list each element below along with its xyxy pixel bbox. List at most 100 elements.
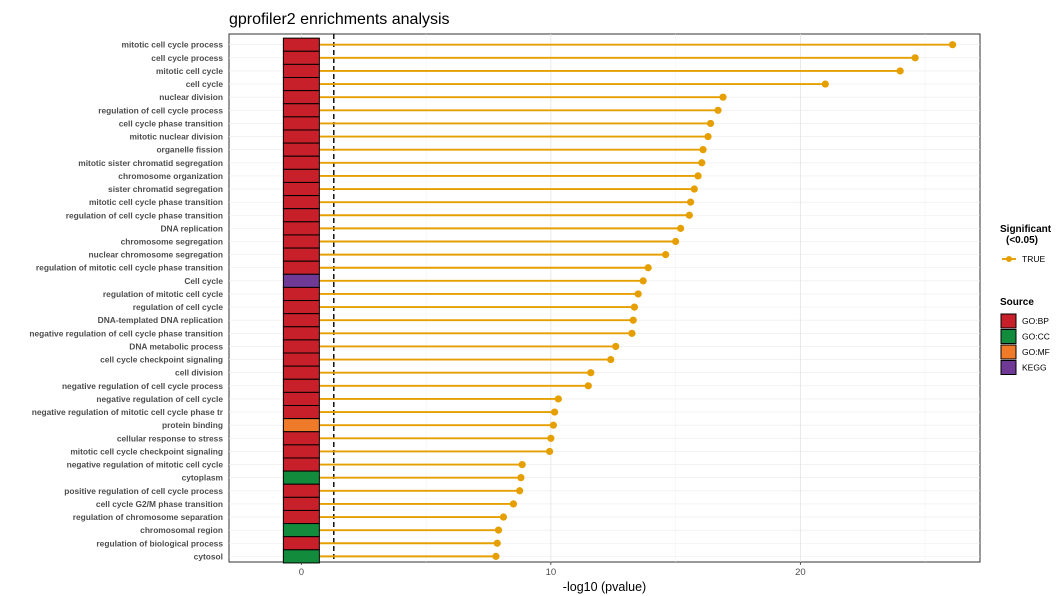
lollipop-point xyxy=(694,172,702,180)
x-tick-label: 0 xyxy=(299,567,304,578)
source-tile xyxy=(282,221,320,236)
legend-significant-title: (<0.05) xyxy=(1006,235,1038,246)
source-tile xyxy=(282,457,320,472)
source-tile xyxy=(282,129,320,144)
lollipop-point xyxy=(719,93,727,101)
source-tile xyxy=(282,155,320,170)
legend-source-label: GO:CC xyxy=(1022,332,1050,342)
source-tile xyxy=(282,418,320,433)
lollipop-point xyxy=(644,264,652,272)
y-tick-label: cytosol xyxy=(194,551,223,561)
source-tile xyxy=(282,470,320,485)
source-tile xyxy=(282,208,320,223)
source-tiles xyxy=(282,37,320,564)
source-tile xyxy=(282,444,320,459)
lollipop-point xyxy=(517,474,525,482)
y-tick-label: negative regulation of cell cycle phase … xyxy=(29,328,223,338)
y-tick-label: cell cycle phase transition xyxy=(119,118,223,128)
source-tile xyxy=(282,391,320,407)
lollipop-point xyxy=(607,355,615,364)
lollipop-point xyxy=(639,277,647,285)
y-tick-label: sister chromatid segregation xyxy=(108,184,223,194)
y-tick-label: chromosome organization xyxy=(118,171,223,181)
y-tick-label: mitotic cell cycle phase transition xyxy=(89,197,223,207)
source-tile xyxy=(282,326,320,341)
lollipop-point xyxy=(676,224,685,232)
x-tick-label: 10 xyxy=(546,567,557,578)
lollipop-point xyxy=(518,460,526,469)
lollipop-point xyxy=(554,395,562,403)
plot-panel xyxy=(228,33,981,563)
y-tick-label: DNA metabolic process xyxy=(129,341,223,351)
lollipop-point xyxy=(714,106,722,114)
y-tick-label: regulation of chromosome separation xyxy=(73,512,223,522)
y-tick-label: DNA-templated DNA replication xyxy=(98,315,223,325)
y-tick-label: negative regulation of mitotic cell cycl… xyxy=(67,460,224,470)
chart-title: gprofiler2 enrichments analysis xyxy=(229,11,450,28)
y-tick-label: regulation of cell cycle xyxy=(133,302,224,312)
lollipop-point xyxy=(630,303,639,311)
lollipop-point xyxy=(662,251,670,259)
y-tick-label: cell cycle process xyxy=(151,53,223,63)
source-tile xyxy=(282,273,320,288)
source-tile xyxy=(282,103,320,118)
source-tile xyxy=(282,260,320,275)
lollipop-point xyxy=(499,513,508,521)
y-tick-label: nuclear chromosome segregation xyxy=(88,250,223,260)
lollipop-point xyxy=(546,447,554,456)
y-tick-label: regulation of mitotic cell cycle xyxy=(103,289,223,299)
source-tile xyxy=(282,549,320,564)
x-tick-label: 20 xyxy=(795,567,806,578)
legend-source-label: GO:MF xyxy=(1022,347,1050,357)
y-tick-label: mitotic cell cycle xyxy=(156,66,223,76)
lollipop-point xyxy=(948,41,957,49)
lollipop-point xyxy=(550,408,559,416)
x-axis-label: -log10 (pvalue) xyxy=(563,580,646,594)
lollipop-point xyxy=(628,329,636,337)
source-tile xyxy=(282,247,320,262)
lollipop-point xyxy=(547,434,555,442)
y-tick-label: negative regulation of cell cycle xyxy=(96,394,223,404)
legend-source-swatch xyxy=(1000,313,1017,329)
source-tile xyxy=(282,509,320,525)
source-tile xyxy=(282,90,320,105)
legend-source-label: KEGG xyxy=(1022,363,1047,373)
source-tile xyxy=(282,536,320,551)
y-tick-label: chromosome segregation xyxy=(121,237,223,247)
legend-source-swatch xyxy=(1000,344,1017,360)
y-tick-label: cell division xyxy=(175,368,223,378)
lollipop-point xyxy=(699,146,707,154)
lollipop-point xyxy=(690,185,698,193)
x-axis-ticks: 0 10 20 xyxy=(299,562,806,578)
y-tick-labels: mitotic cell cycle process cell cycle pro… xyxy=(29,40,223,562)
y-tick-label: cell cycle checkpoint signaling xyxy=(100,355,223,365)
source-tile xyxy=(282,300,320,315)
source-tile xyxy=(282,431,320,446)
y-tick-label: regulation of cell cycle process xyxy=(98,105,223,115)
source-tile xyxy=(282,181,320,197)
y-tick-label: DNA replication xyxy=(160,223,223,233)
source-tile xyxy=(282,37,320,52)
y-tick-label: negative regulation of mitotic cell cycl… xyxy=(32,407,224,417)
source-tile xyxy=(282,365,320,380)
y-tick-label: positive regulation of cell cycle proces… xyxy=(64,486,223,496)
source-tile xyxy=(282,352,320,367)
y-tick-label: cell cycle G2/M phase transition xyxy=(96,499,223,509)
lollipop-point xyxy=(494,526,503,534)
lollipop-series xyxy=(301,41,957,560)
y-tick-label: nuclear division xyxy=(159,92,223,102)
y-tick-label: regulation of biological process xyxy=(96,538,223,548)
legend-source-swatch xyxy=(1000,329,1017,344)
y-tick-label: protein binding xyxy=(162,420,223,430)
y-tick-label: cell cycle xyxy=(186,79,224,89)
y-tick-label: negative regulation of cell cycle proces… xyxy=(62,381,223,391)
legend: Significant(<0.05) TRUE Source GO:BP GO:CC GO… xyxy=(1000,224,1052,375)
lollipop-point xyxy=(672,237,680,246)
source-tile xyxy=(282,116,320,131)
legend-source-label: GO:BP xyxy=(1022,316,1049,326)
source-tile xyxy=(282,378,320,393)
source-tile xyxy=(282,523,320,538)
lollipop-point xyxy=(704,132,712,141)
source-tile xyxy=(282,168,320,183)
lollipop-point xyxy=(516,487,524,495)
